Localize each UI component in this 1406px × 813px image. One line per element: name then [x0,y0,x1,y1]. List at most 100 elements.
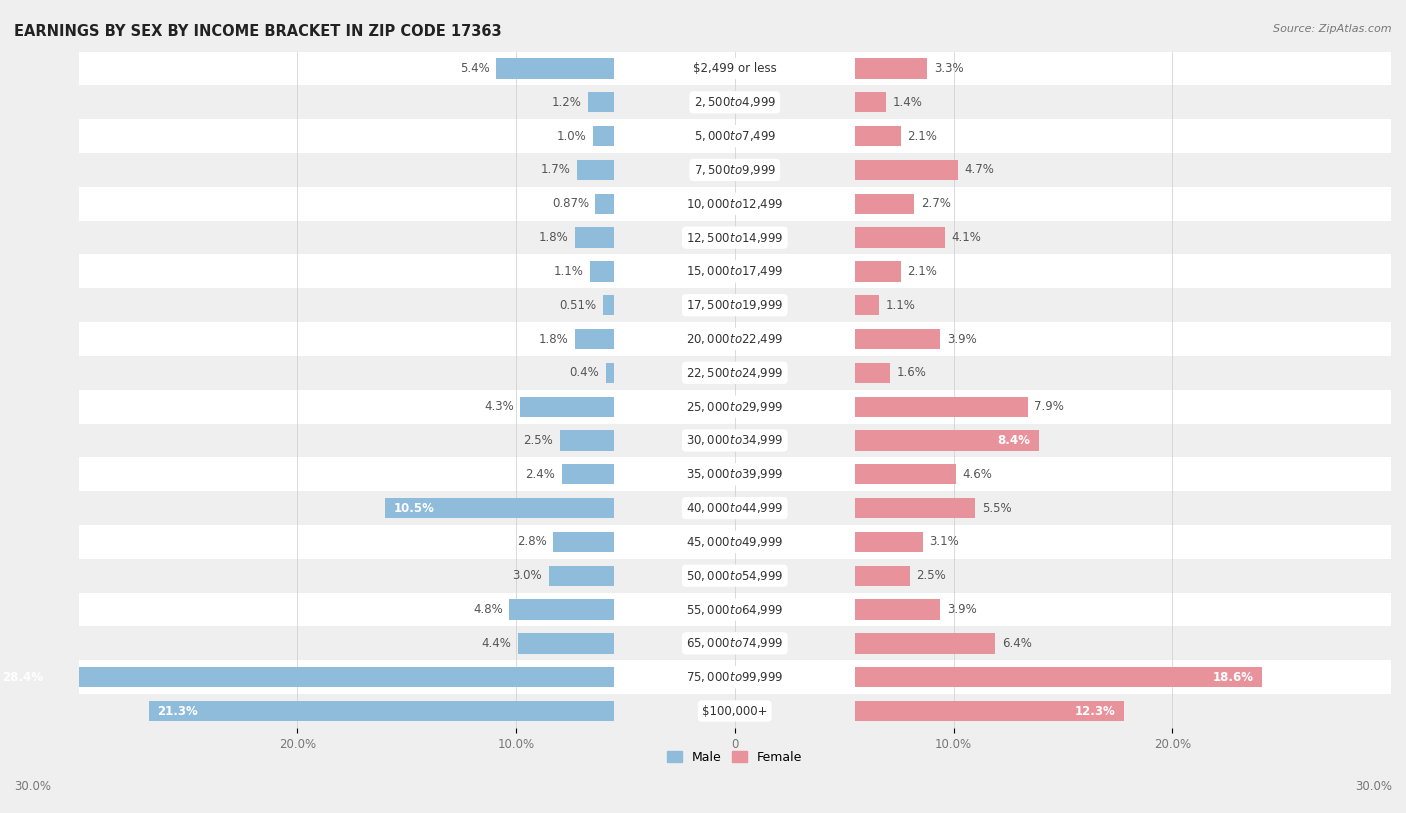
Bar [79,559,1391,593]
Text: $20,000 to $22,499: $20,000 to $22,499 [686,332,783,346]
Bar [855,464,956,485]
Text: $55,000 to $64,999: $55,000 to $64,999 [686,602,783,616]
Bar [79,120,1391,153]
Text: 1.8%: 1.8% [538,231,568,244]
Bar [606,363,614,383]
Bar [592,126,614,146]
Bar [855,92,886,112]
Text: 2.8%: 2.8% [517,536,547,549]
Text: 21.3%: 21.3% [157,705,198,718]
Bar [79,694,1391,728]
Bar [79,593,1391,627]
Bar [79,220,1391,254]
Bar [509,599,614,620]
Text: 1.4%: 1.4% [893,96,922,109]
Bar [591,261,614,281]
Text: $2,499 or less: $2,499 or less [693,62,776,75]
Bar [855,532,922,552]
Text: $35,000 to $39,999: $35,000 to $39,999 [686,467,783,481]
Bar [855,160,957,180]
Bar [79,389,1391,424]
Bar [519,633,614,654]
Bar [855,261,901,281]
Text: $45,000 to $49,999: $45,000 to $49,999 [686,535,783,549]
Text: $65,000 to $74,999: $65,000 to $74,999 [686,637,783,650]
Text: 10.5%: 10.5% [394,502,434,515]
Text: $7,500 to $9,999: $7,500 to $9,999 [693,163,776,177]
Bar [0,667,614,687]
Bar [588,92,614,112]
Text: Source: ZipAtlas.com: Source: ZipAtlas.com [1274,24,1392,34]
Text: 3.9%: 3.9% [948,603,977,616]
Text: 3.9%: 3.9% [948,333,977,346]
Text: $50,000 to $54,999: $50,000 to $54,999 [686,569,783,583]
Bar [855,599,941,620]
Text: $2,500 to $4,999: $2,500 to $4,999 [693,95,776,109]
Text: 1.1%: 1.1% [886,298,915,311]
Bar [79,627,1391,660]
Bar [562,464,614,485]
Bar [855,430,1039,450]
Bar [79,458,1391,491]
Bar [553,532,614,552]
Text: 0.51%: 0.51% [560,298,596,311]
Text: 1.1%: 1.1% [554,265,583,278]
Text: 3.0%: 3.0% [513,569,543,582]
Text: 2.7%: 2.7% [921,198,950,211]
Text: 8.4%: 8.4% [997,434,1031,447]
Bar [603,295,614,315]
Text: $40,000 to $44,999: $40,000 to $44,999 [686,501,783,515]
Bar [855,633,995,654]
Text: 7.9%: 7.9% [1035,400,1064,413]
Text: 2.4%: 2.4% [526,467,555,480]
Text: $25,000 to $29,999: $25,000 to $29,999 [686,400,783,414]
Text: 5.5%: 5.5% [981,502,1011,515]
Bar [578,160,614,180]
Bar [855,228,945,248]
Bar [575,329,614,349]
Text: $100,000+: $100,000+ [702,705,768,718]
Text: 2.5%: 2.5% [523,434,553,447]
Text: $15,000 to $17,499: $15,000 to $17,499 [686,264,783,278]
Text: 1.2%: 1.2% [551,96,582,109]
Text: EARNINGS BY SEX BY INCOME BRACKET IN ZIP CODE 17363: EARNINGS BY SEX BY INCOME BRACKET IN ZIP… [14,24,502,39]
Bar [149,701,614,721]
Text: $22,500 to $24,999: $22,500 to $24,999 [686,366,783,380]
Bar [496,59,614,79]
Text: $10,000 to $12,499: $10,000 to $12,499 [686,197,783,211]
Text: 4.1%: 4.1% [952,231,981,244]
Bar [855,59,928,79]
Text: 1.0%: 1.0% [557,129,586,142]
Text: 30.0%: 30.0% [1355,780,1392,793]
Bar [855,498,976,518]
Text: 2.1%: 2.1% [908,265,938,278]
Text: 6.4%: 6.4% [1001,637,1032,650]
Legend: Male, Female: Male, Female [662,746,807,769]
Text: 5.4%: 5.4% [460,62,489,75]
Bar [596,193,614,214]
Text: 0.87%: 0.87% [551,198,589,211]
Bar [855,126,901,146]
Bar [855,701,1125,721]
Bar [79,289,1391,322]
Text: 4.8%: 4.8% [474,603,503,616]
Text: 4.4%: 4.4% [482,637,512,650]
Bar [385,498,614,518]
Text: 4.7%: 4.7% [965,163,994,176]
Bar [855,566,910,586]
Text: $5,000 to $7,499: $5,000 to $7,499 [693,129,776,143]
Text: $75,000 to $99,999: $75,000 to $99,999 [686,670,783,685]
Bar [79,85,1391,120]
Bar [79,491,1391,525]
Text: 4.3%: 4.3% [484,400,513,413]
Text: 1.8%: 1.8% [538,333,568,346]
Text: $12,500 to $14,999: $12,500 to $14,999 [686,231,783,245]
Text: 3.3%: 3.3% [934,62,963,75]
Bar [548,566,614,586]
Bar [855,667,1263,687]
Bar [79,51,1391,85]
Bar [855,363,890,383]
Bar [79,187,1391,220]
Bar [855,295,879,315]
Text: 3.1%: 3.1% [929,536,959,549]
